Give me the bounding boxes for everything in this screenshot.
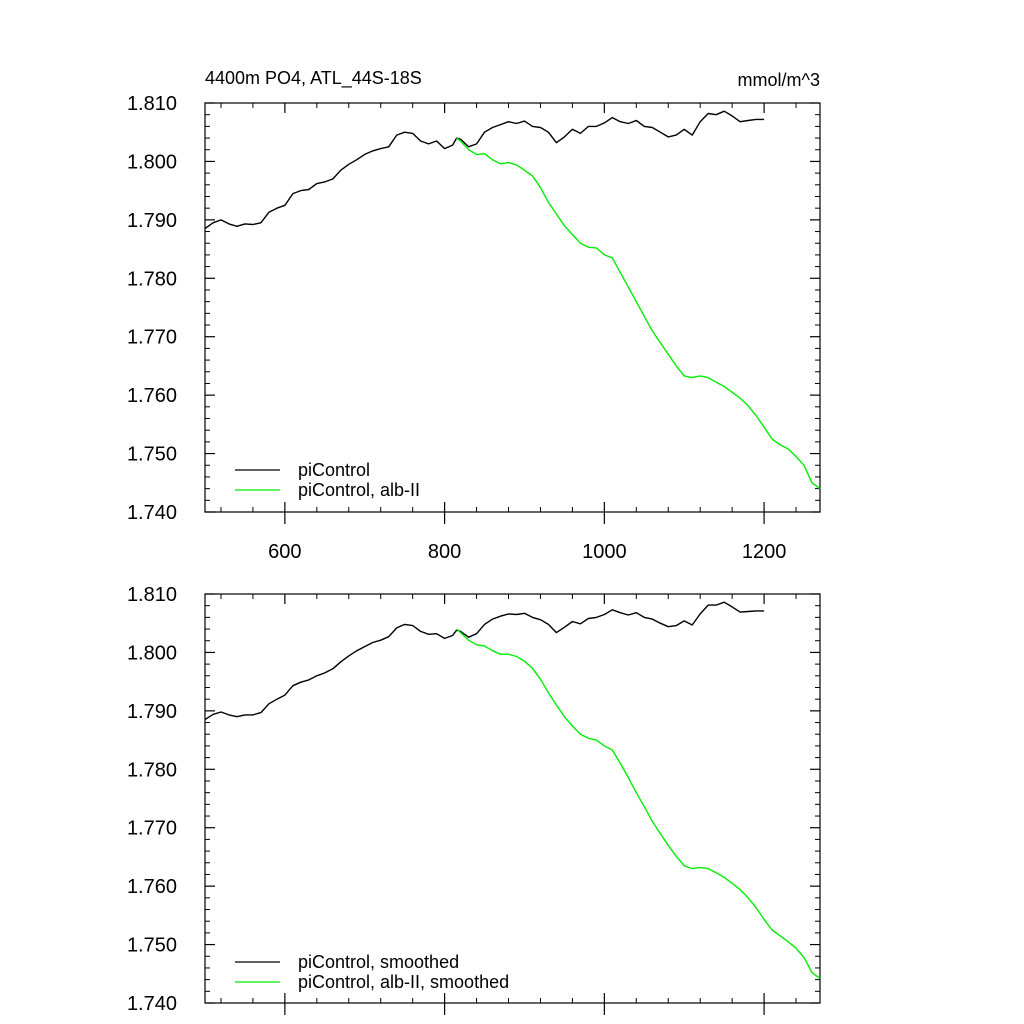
y-tick-label: 1.800 [127, 642, 177, 664]
series-line-picontrol-alb-ii [456, 137, 821, 490]
legend-label-alb-ii-smoothed: piControl, alb-II, smoothed [298, 972, 509, 992]
series-lines [204, 110, 821, 490]
y-tick-label: 1.810 [127, 584, 177, 606]
y-tick-label: 1.740 [127, 993, 177, 1015]
series-line-picontrol-smoothed [204, 601, 765, 721]
series-line-picontrol-alb-ii-smoothed [456, 628, 821, 980]
y-tick-label: 1.790 [127, 210, 177, 232]
y-tick-label: 1.800 [127, 151, 177, 173]
plot-frame [204, 593, 821, 1004]
legend-label-alb-ii: piControl, alb-II [298, 480, 420, 500]
y-tick-label: 1.810 [127, 93, 177, 115]
y-tick-label: 1.740 [127, 502, 177, 524]
y-tick-label: 1.780 [127, 268, 177, 290]
legend-label-picontrol-smoothed: piControl, smoothed [298, 952, 459, 972]
y-tick-label: 1.770 [127, 818, 177, 840]
x-tick-label: 800 [428, 541, 461, 563]
axis-ticks: 1.740 1.750 1.760 1.770 1.780 1.790 1.800 1.810 [127, 584, 820, 1015]
units-label: mmol/m^3 [738, 70, 820, 90]
series-lines [204, 601, 821, 980]
y-tick-label: 1.750 [127, 444, 177, 466]
legend: piControl piControl, alb-II [235, 460, 420, 500]
legend: piControl, smoothed piControl, alb-II, s… [235, 952, 509, 992]
bottom-plot-panel: 1.740 1.750 1.760 1.770 1.780 1.790 1.800 1.810… [127, 584, 821, 1015]
legend-label-picontrol: piControl [298, 460, 370, 480]
x-tick-label: 600 [268, 541, 301, 563]
y-tick-label: 1.760 [127, 876, 177, 898]
axis-ticks: 1.740 1.750 1.760 1.770 1.780 1.790 1.800 1.810… [127, 93, 820, 563]
y-tick-label: 1.770 [127, 327, 177, 349]
x-tick-label: 1000 [582, 541, 627, 563]
y-tick-label: 1.780 [127, 759, 177, 781]
chart-title: 4400m PO4, ATL_44S-18S [205, 68, 422, 89]
y-tick-label: 1.750 [127, 935, 177, 957]
y-tick-label: 1.760 [127, 385, 177, 407]
x-tick-label: 1200 [742, 541, 787, 563]
plot-frame [204, 102, 821, 513]
top-plot-panel: 4400m PO4, ATL_44S-18S mmol/m^3 1.7401.7… [127, 68, 821, 563]
y-tick-label: 1.790 [127, 701, 177, 723]
series-line-picontrol [204, 110, 765, 230]
